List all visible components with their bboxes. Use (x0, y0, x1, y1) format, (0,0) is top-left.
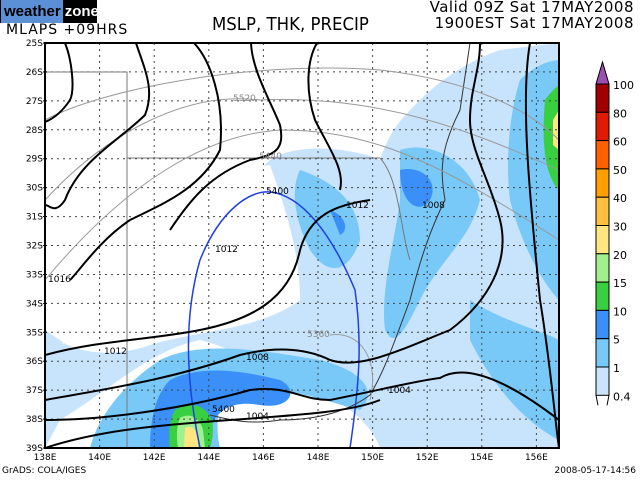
lat-label: 30S (26, 184, 43, 194)
legend-swatch (595, 253, 610, 283)
logo-weather: weather (1, 0, 63, 23)
lon-label: 154E (470, 453, 493, 463)
thickness-label: 5360 (307, 330, 330, 340)
axis-labels: 25S 26S 27S 28S 29S 30S 31S 32S 33S 34S 35S 36S 37S 3… (26, 39, 548, 463)
mslp-label: 1004 (388, 386, 411, 396)
legend-swatch (595, 140, 610, 170)
weatherzone-logo: weather zone (0, 0, 99, 23)
legend-swatch (595, 338, 610, 368)
precip-mid (90, 60, 559, 448)
lat-label: 37S (26, 386, 43, 396)
model-label: MLAPS +09HRS (6, 22, 129, 38)
mslp-isobars (45, 43, 559, 448)
mslp-label: 1008 (246, 353, 269, 363)
thickness-5400 (187, 191, 360, 448)
lon-label: 146E (252, 453, 275, 463)
lon-label: 148E (307, 453, 330, 463)
legend-label: 10 (613, 305, 627, 318)
lat-label: 33S (26, 270, 43, 280)
lon-label: 140E (88, 453, 111, 463)
lon-label: 156E (525, 453, 548, 463)
coastline (209, 43, 471, 423)
lat-label: 36S (26, 357, 43, 367)
lat-label: 34S (26, 299, 43, 309)
legend-label: 1 (613, 362, 620, 375)
legend-swatch (595, 83, 610, 113)
thickness-label: 5440 (259, 152, 282, 162)
lon-label: 142E (143, 453, 166, 463)
lon-label: 150E (361, 453, 384, 463)
thickness-label: 5520 (233, 94, 256, 104)
credit-text: GrADS: COLA/IGES (2, 466, 87, 476)
lon-label: 138E (34, 453, 57, 463)
map-title: MSLP, THK, PRECIP (212, 14, 369, 35)
precip-light-west (45, 165, 300, 353)
legend-swatch (595, 366, 610, 396)
lat-label: 39S (26, 444, 43, 454)
legend-label: 100 (613, 79, 634, 92)
legend-label: 60 (613, 136, 627, 149)
legend-label: 0.4 (613, 390, 631, 403)
precip-legend: 100 80 60 50 40 30 20 15 10 5 1 0.4 (595, 60, 634, 406)
logo-zone: zone (64, 3, 99, 20)
legend-swatch (595, 281, 610, 311)
precip-heavy (150, 169, 433, 448)
lat-label: 32S (26, 242, 43, 252)
lon-label: 144E (197, 453, 220, 463)
legend-label: 40 (613, 192, 627, 205)
mslp-label: 1012 (104, 347, 127, 357)
legend-swatch (595, 309, 610, 340)
lat-label: 25S (26, 39, 43, 49)
mslp-label: 1004 (246, 412, 269, 422)
mslp-label: 1016 (48, 275, 71, 285)
lat-label: 35S (26, 328, 43, 338)
mslp-label: 1008 (422, 201, 445, 211)
lat-label: 31S (26, 213, 43, 223)
lat-label: 29S (26, 155, 43, 165)
legend-swatch (595, 196, 610, 226)
legend-swatch (595, 168, 610, 198)
legend-label: 20 (613, 249, 627, 262)
lat-label: 27S (26, 97, 43, 107)
legend-label: 50 (613, 164, 627, 177)
local-time: 1900EST Sat 17MAY2008 (434, 14, 634, 32)
lat-label: 26S (26, 68, 43, 78)
thickness-label: 5400 (212, 405, 235, 415)
valid-time: Valid 09Z Sat 17MAY2008 (429, 0, 634, 16)
mslp-label: 1012 (346, 201, 369, 211)
lon-label: 152E (416, 453, 439, 463)
legend-swatch (595, 111, 610, 142)
mslp-label: 1012 (215, 245, 238, 255)
map-area: 1016 1012 1012 1012 1008 1008 1004 1004 … (45, 43, 559, 448)
legend-swatch (595, 225, 610, 255)
timestamp: 2008-05-17-14:56 (554, 466, 637, 476)
legend-label: 30 (613, 221, 627, 234)
thickness-label: 5400 (266, 187, 289, 197)
legend-under-arrow (595, 395, 610, 406)
contour-labels: 1016 1012 1012 1012 1008 1008 1004 1004 … (48, 94, 445, 422)
lat-label: 38S (26, 415, 43, 425)
lat-label: 28S (26, 126, 43, 136)
legend-label: 5 (613, 334, 620, 347)
legend-label: 15 (613, 277, 627, 290)
legend-label: 80 (613, 107, 627, 120)
legend-over-arrow (595, 60, 610, 85)
